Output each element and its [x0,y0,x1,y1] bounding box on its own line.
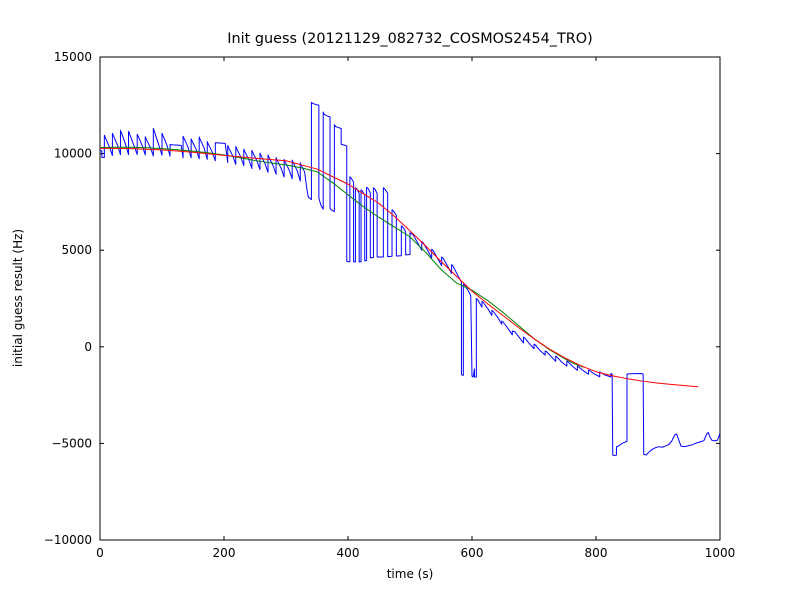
axes-frame [99,56,721,541]
y-tick-label: 0 [84,340,92,354]
y-tick-label: −10000 [44,533,92,547]
series-red-fit-line [100,147,699,388]
x-axis-label: time (s) [387,567,434,581]
x-tick-label: 600 [461,546,484,560]
x-tick-label: 800 [585,546,608,560]
chart-title: Init guess (20121129_082732_COSMOS2454_T… [227,31,592,47]
x-tick-label: 0 [96,546,104,560]
axis-tick-labels: 0 200 400 600 800 1000 −10000 −5000 0 5000 10000 15… [44,50,736,560]
y-tick-label: 5000 [61,243,92,257]
y-axis-label: initial guess result (Hz) [11,229,25,367]
data-series-group [100,101,720,457]
y-tick-label: −5000 [51,436,92,450]
y-tick-label: 15000 [54,50,92,64]
y-tick-label: 10000 [54,147,92,161]
axis-ticks [99,56,721,541]
x-tick-label: 1000 [705,546,736,560]
x-tick-label: 200 [213,546,236,560]
x-tick-label: 400 [337,546,360,560]
series-green-smooth-line [100,146,584,368]
